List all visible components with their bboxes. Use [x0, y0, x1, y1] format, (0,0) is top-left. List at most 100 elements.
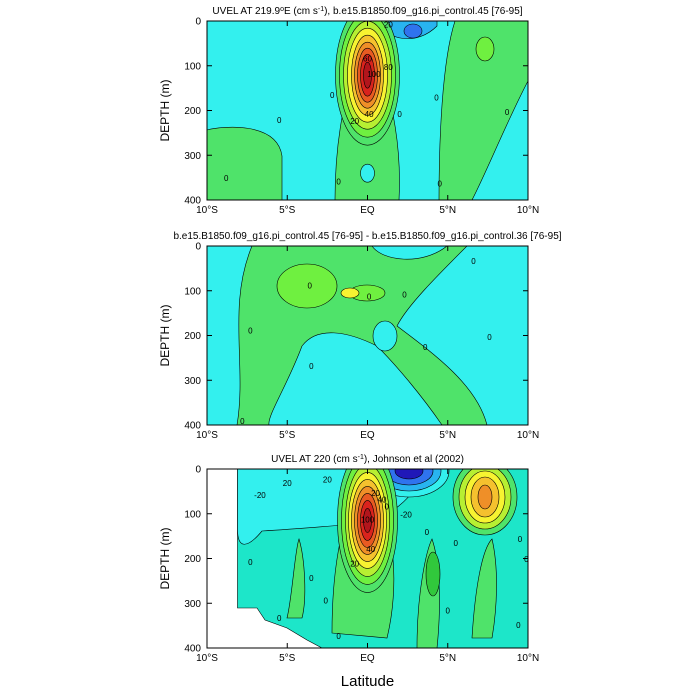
y-axis-label: DEPTH (m) — [158, 80, 172, 142]
x-tick-label: 5°N — [439, 205, 456, 216]
blue-core — [403, 23, 423, 39]
contour-label: 0 — [240, 417, 245, 426]
contour-label: 0 — [224, 174, 229, 183]
contour-label: 40 — [377, 496, 386, 505]
cyan-eye — [360, 163, 375, 183]
y-axis-label: DEPTH (m) — [158, 305, 172, 367]
x-axis-label: Latitude — [341, 673, 394, 690]
contour-label: 0 — [524, 555, 529, 564]
contour-label: 0 — [248, 326, 253, 335]
green-region — [207, 126, 283, 200]
y-tick-label: 400 — [184, 421, 201, 432]
contour-label: 0 — [454, 539, 459, 548]
x-tick-label: 10°N — [517, 430, 539, 441]
contour-fills — [207, 21, 528, 200]
green-core — [425, 551, 441, 597]
panel-1: 10°S 5°S EQ 5°N 10°N010020030040020601008040… — [158, 6, 539, 217]
jet-core-ring — [363, 61, 372, 89]
contour-label: 0 — [307, 282, 312, 291]
contour-label: 20 — [371, 489, 380, 498]
contour-label: 60 — [363, 54, 372, 63]
x-tick-label: 10°S — [196, 205, 218, 216]
panel-title: b.e15.B1850.f09_g16.pi_control.45 [76-95… — [173, 231, 561, 242]
x-tick-label: 5°N — [439, 653, 456, 664]
y-tick-label: 300 — [184, 151, 201, 162]
x-tick-label: 10°N — [517, 205, 539, 216]
y-tick-label: 200 — [184, 331, 201, 342]
contour-label: 0 — [437, 180, 442, 189]
contour-label: 0 — [434, 94, 439, 103]
y-tick-label: 100 — [184, 286, 201, 297]
x-tick-label: 5°S — [279, 430, 296, 441]
x-tick-label: 10°S — [196, 653, 218, 664]
contour-label: 0 — [309, 574, 314, 583]
contour-label: 20 — [283, 479, 292, 488]
contour-label: 0 — [330, 91, 335, 100]
contour-label: 0 — [471, 257, 476, 266]
necc-ring — [477, 484, 493, 510]
contour-label: 0 — [248, 558, 253, 567]
contour-label: 40 — [366, 545, 375, 554]
y-tick-label: 100 — [184, 61, 201, 72]
contour-label: 0 — [277, 614, 282, 623]
y-axis-label: DEPTH (m) — [158, 528, 172, 590]
contour-label: 0 — [505, 108, 510, 117]
green-core — [276, 263, 338, 309]
y-tick-label: 100 — [184, 509, 201, 520]
x-tick-label: 5°S — [279, 205, 296, 216]
y-tick-label: 200 — [184, 554, 201, 565]
x-tick-label: 10°N — [517, 653, 539, 664]
contour-label: -20 — [254, 491, 266, 500]
contour-label: 20 — [350, 117, 359, 126]
green-region — [471, 538, 497, 639]
y-tick-label: 400 — [184, 644, 201, 655]
y-tick-label: 0 — [195, 17, 201, 28]
x-tick-label: 10°S — [196, 430, 218, 441]
y-tick-label: 0 — [195, 242, 201, 253]
contour-label: 0 — [309, 362, 314, 371]
contour-label: 0 — [367, 293, 372, 302]
contour-label: 0 — [516, 621, 521, 630]
contour-label: 0 — [336, 632, 341, 641]
contour-label: 0 — [277, 116, 282, 125]
y-tick-label: 300 — [184, 599, 201, 610]
x-tick-label: EQ — [360, 205, 375, 216]
contour-label: 0 — [397, 110, 402, 119]
contour-label: 0 — [336, 177, 341, 186]
y-tick-label: 0 — [195, 465, 201, 476]
contour-label: 0 — [425, 528, 430, 537]
x-tick-label: EQ — [360, 653, 375, 664]
x-tick-label: EQ — [360, 430, 375, 441]
green-region — [286, 538, 306, 619]
green-core — [475, 36, 495, 62]
contour-label: 0 — [487, 333, 492, 342]
contour-label: 0 — [385, 502, 390, 511]
contour-label: 0 — [446, 607, 451, 616]
yellow-core — [340, 287, 360, 299]
contour-label: 40 — [365, 110, 374, 119]
x-tick-label: 5°N — [439, 430, 456, 441]
contour-label: 100 — [367, 70, 381, 79]
cyan-patch — [371, 246, 448, 260]
contour-label: 0 — [324, 596, 329, 605]
sec-ring — [394, 469, 424, 480]
contour-label: -20 — [400, 510, 412, 519]
contour-label: 0 — [423, 343, 428, 352]
y-tick-label: 300 — [184, 376, 201, 387]
x-tick-label: 5°S — [279, 653, 296, 664]
cyan-patch — [372, 320, 398, 352]
y-tick-label: 400 — [184, 196, 201, 207]
jet-core-ring — [363, 508, 372, 533]
panel-title: UVEL AT 219.9oE (cm s-1), b.e15.B1850.f0… — [212, 6, 522, 18]
contour-fills — [207, 469, 528, 648]
contour-label: 80 — [384, 63, 393, 72]
contour-fills — [207, 246, 528, 425]
panel-title: UVEL AT 220 (cm s-1), Johnson et al (200… — [271, 454, 464, 466]
contour-label: 0 — [402, 290, 407, 299]
green-region — [438, 21, 528, 200]
contour-label: 0 — [518, 535, 523, 544]
y-tick-label: 200 — [184, 106, 201, 117]
